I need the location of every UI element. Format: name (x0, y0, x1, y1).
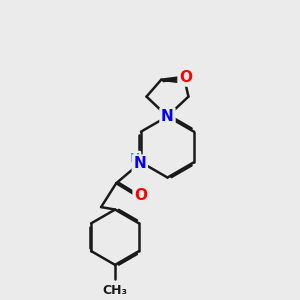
Text: O: O (179, 70, 192, 85)
Text: N: N (134, 156, 146, 171)
Text: H: H (129, 152, 140, 165)
Text: O: O (134, 188, 147, 203)
Text: CH₃: CH₃ (103, 284, 128, 297)
Text: N: N (161, 109, 174, 124)
